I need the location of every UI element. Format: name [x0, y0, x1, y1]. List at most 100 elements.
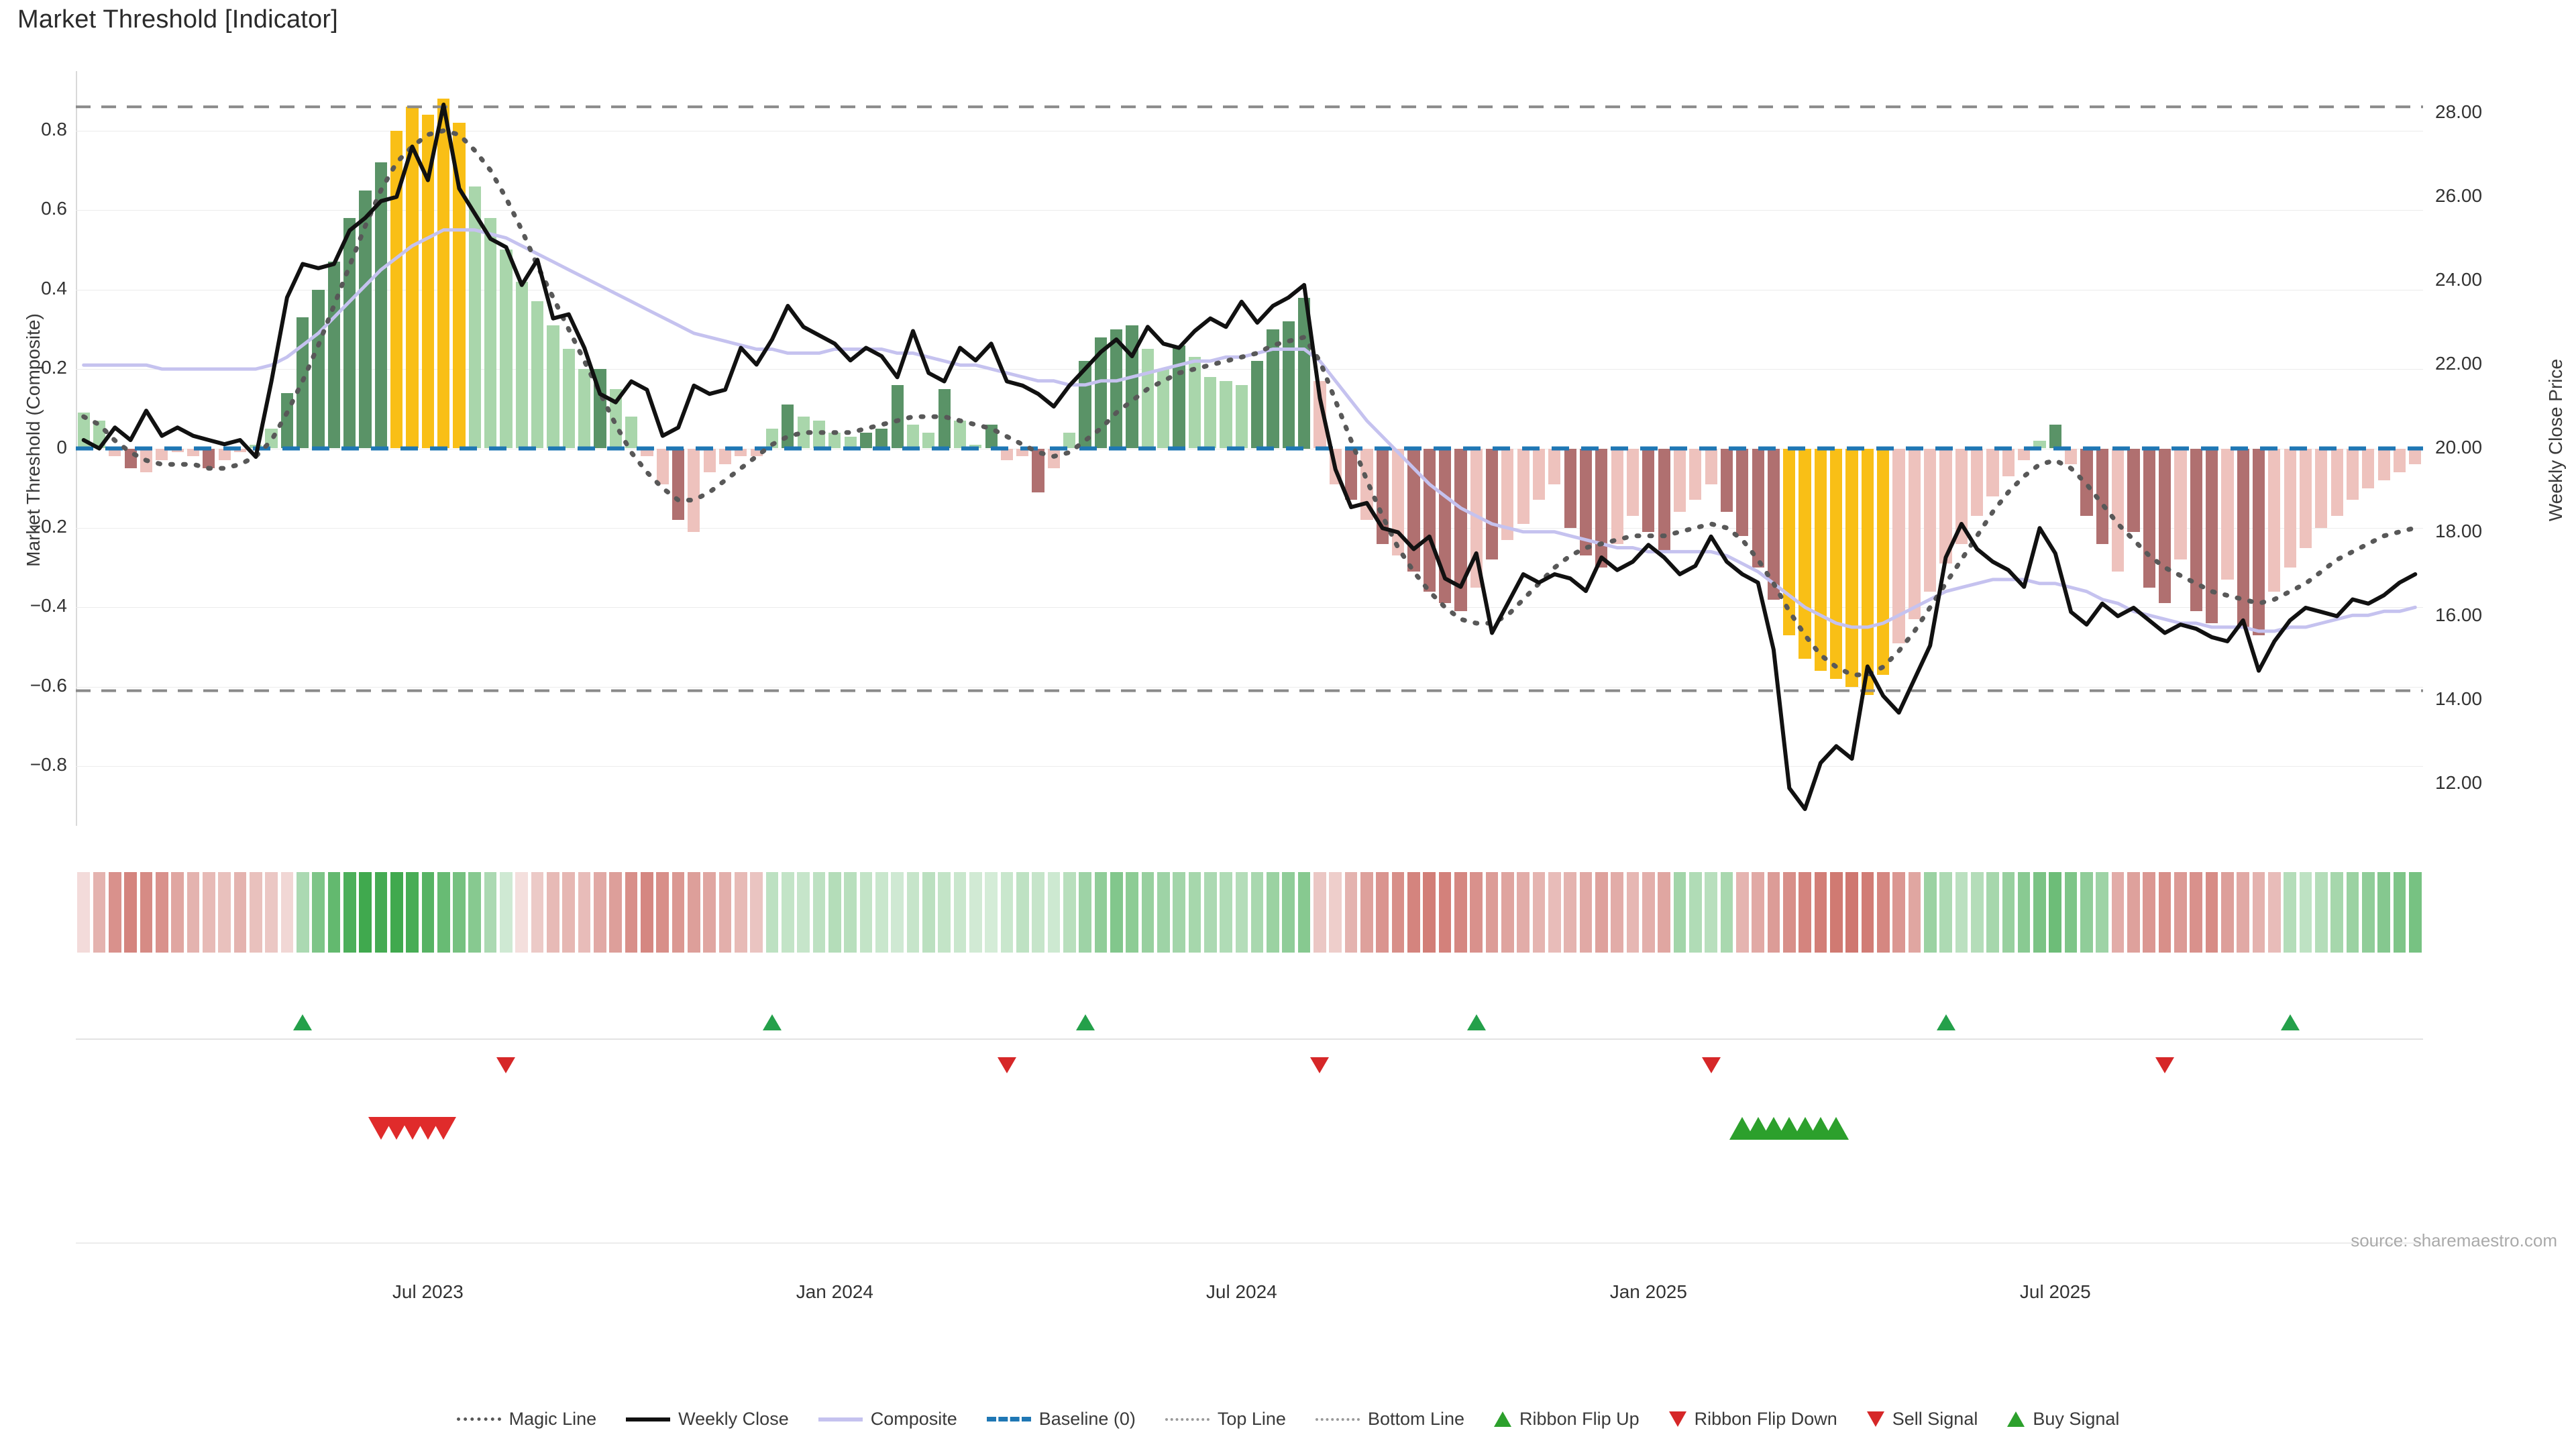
ribbon-cell: [2174, 872, 2187, 953]
ribbon-flip-down-marker[interactable]: [496, 1057, 516, 1073]
composite-bar: [1094, 337, 1107, 449]
ribbon-cell: [625, 872, 638, 953]
composite-bar: [2112, 448, 2125, 572]
composite-bar: [2033, 440, 2046, 449]
ribbon-cell: [233, 872, 247, 953]
ribbon-cell: [1173, 872, 1185, 953]
ribbon-cell: [1955, 872, 1968, 953]
ribbon-cell: [2362, 872, 2375, 953]
buy-signal-marker[interactable]: [1823, 1117, 1849, 1140]
ribbon-cell: [93, 872, 106, 953]
ribbon-cell: [703, 872, 716, 953]
legend-item[interactable]: Composite: [818, 1409, 957, 1430]
ribbon-cell: [1611, 872, 1623, 953]
ribbon-cell: [765, 872, 779, 953]
ribbon-cell: [1564, 872, 1577, 953]
ribbon-flip-down-marker[interactable]: [2155, 1057, 2175, 1073]
composite-bar: [1767, 448, 1780, 600]
ribbon-cell: [1814, 872, 1827, 953]
composite-bar: [1235, 384, 1248, 449]
ribbon-cell: [2315, 872, 2328, 953]
ribbon-flip-down-marker[interactable]: [997, 1057, 1016, 1073]
composite-bar: [218, 448, 231, 461]
composite-bar: [2190, 448, 2202, 612]
composite-bar: [1407, 448, 1420, 572]
ribbon-flip-up-marker[interactable]: [2280, 1014, 2300, 1030]
ribbon-cell: [2346, 872, 2359, 953]
ribbon-flip-up-marker[interactable]: [1075, 1014, 1095, 1030]
ribbon-cell: [108, 872, 121, 953]
composite-bar: [797, 417, 810, 449]
chart-legend: Magic Line Weekly Close Composite Baseline …: [0, 1409, 2576, 1430]
ribbon-flip-down-marker[interactable]: [1701, 1057, 1721, 1073]
legend-item[interactable]: Ribbon Flip Up: [1494, 1409, 1640, 1430]
y-tick-right: 14.00: [2435, 688, 2483, 709]
legend-item[interactable]: Weekly Close: [626, 1409, 789, 1430]
y-tick-right: 24.00: [2435, 268, 2483, 290]
ribbon-cell: [1297, 872, 1311, 953]
ribbon-cell: [437, 872, 450, 953]
ribbon-flip-up-marker[interactable]: [293, 1014, 313, 1030]
composite-bar: [750, 448, 763, 457]
composite-bar: [2205, 448, 2218, 624]
composite-bar: [2096, 448, 2108, 544]
ribbon-flip-up-marker[interactable]: [763, 1014, 782, 1030]
composite-bar: [1000, 448, 1014, 461]
sell-signal-marker[interactable]: [431, 1117, 457, 1140]
legend-item[interactable]: Buy Signal: [2007, 1409, 2119, 1430]
ribbon-cell: [1923, 872, 1937, 953]
legend-item[interactable]: Magic Line: [456, 1409, 596, 1430]
ribbon-cell: [656, 872, 669, 953]
ribbon-flip-up-marker[interactable]: [1936, 1014, 1955, 1030]
composite-bar: [484, 218, 497, 449]
composite-bar: [109, 448, 121, 457]
ribbon-cell: [1267, 872, 1279, 953]
ribbon-cell: [1313, 872, 1326, 953]
gridline: [76, 607, 2423, 608]
composite-bar: [1392, 448, 1405, 556]
composite-bar: [1611, 448, 1623, 544]
ribbon-cell: [922, 872, 935, 953]
composite-bar: [2284, 448, 2296, 568]
composite-bar: [1251, 361, 1264, 449]
composite-bar: [656, 448, 669, 484]
composite-bar: [1282, 321, 1295, 449]
ribbon-cell: [1235, 872, 1248, 953]
ribbon-cell: [1470, 872, 1483, 953]
legend-item[interactable]: Sell Signal: [1866, 1409, 1978, 1430]
ribbon-cell: [1438, 872, 1452, 953]
composite-bar: [1626, 448, 1640, 517]
composite-line: [82, 228, 2417, 633]
composite-bar: [1783, 448, 1796, 635]
composite-bar: [1032, 448, 1044, 492]
legend-label: Composite: [870, 1409, 957, 1429]
ribbon-cell: [1532, 872, 1546, 953]
ribbon-cell: [594, 872, 606, 953]
legend-label: Ribbon Flip Down: [1694, 1409, 1837, 1429]
composite-bar: [859, 432, 873, 449]
legend-item[interactable]: Baseline (0): [986, 1409, 1136, 1430]
composite-bar: [1877, 448, 1890, 675]
ribbon-cell: [1282, 872, 1295, 953]
legend-item[interactable]: Ribbon Flip Down: [1668, 1409, 1837, 1430]
ribbon-cell: [2237, 872, 2250, 953]
ribbon-cell: [953, 872, 967, 953]
ribbon-cell: [1063, 872, 1076, 953]
composite-bar: [2268, 448, 2281, 592]
composite-bar: [562, 349, 575, 449]
ribbon-cell: [969, 872, 982, 953]
ribbon-flip-down-marker[interactable]: [1310, 1057, 1330, 1073]
ribbon-flip-up-marker[interactable]: [1466, 1014, 1486, 1030]
ribbon-cell: [578, 872, 591, 953]
legend-item[interactable]: Bottom Line: [1315, 1409, 1464, 1430]
ribbon-cell: [641, 872, 653, 953]
composite-bar: [280, 392, 293, 449]
composite-bar: [703, 448, 716, 473]
legend-item[interactable]: Top Line: [1165, 1409, 1286, 1430]
composite-bar: [1204, 376, 1217, 449]
ribbon-cell: [985, 872, 998, 953]
main-plot-area[interactable]: [76, 71, 2423, 826]
ribbon-cell: [1126, 872, 1138, 953]
composite-bar: [953, 421, 967, 449]
ribbon-cell: [1032, 872, 1044, 953]
